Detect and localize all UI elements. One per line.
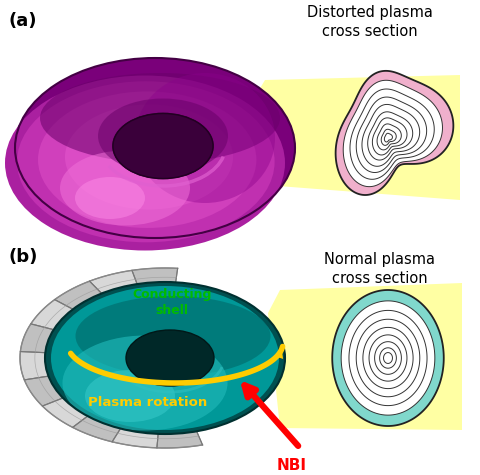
Ellipse shape [126,330,214,386]
Polygon shape [356,97,427,172]
Polygon shape [369,335,407,381]
Polygon shape [250,75,460,200]
Polygon shape [384,133,393,142]
Polygon shape [31,300,89,334]
Text: (a): (a) [8,12,36,30]
Polygon shape [55,281,113,318]
Text: NBI: NBI [277,458,307,473]
Polygon shape [112,416,159,448]
Polygon shape [380,348,396,368]
Ellipse shape [15,58,295,238]
Polygon shape [363,327,413,389]
Ellipse shape [65,104,233,209]
Ellipse shape [51,286,279,430]
Polygon shape [368,112,413,160]
Ellipse shape [62,335,228,430]
Polygon shape [374,342,401,374]
Polygon shape [343,80,443,187]
Ellipse shape [38,92,256,228]
Ellipse shape [75,296,271,376]
Text: (b): (b) [8,248,37,266]
Polygon shape [72,406,129,442]
Polygon shape [384,352,393,363]
Ellipse shape [135,73,275,203]
Polygon shape [332,290,444,426]
Polygon shape [268,283,462,430]
Text: Plasma rotation: Plasma rotation [88,396,208,408]
Polygon shape [90,270,142,305]
Polygon shape [42,391,101,428]
Ellipse shape [85,370,175,422]
Ellipse shape [113,114,213,179]
Polygon shape [349,310,427,406]
Polygon shape [24,373,81,406]
Polygon shape [372,118,407,155]
Polygon shape [381,129,396,145]
Polygon shape [20,324,72,353]
Text: Normal plasma
cross section: Normal plasma cross section [324,252,435,286]
Text: Distorted plasma
cross section: Distorted plasma cross section [307,5,433,39]
Ellipse shape [40,73,280,163]
Ellipse shape [45,282,285,434]
Ellipse shape [75,177,145,219]
Ellipse shape [98,98,228,173]
Ellipse shape [17,81,275,242]
Polygon shape [350,89,434,179]
Polygon shape [336,71,454,195]
Polygon shape [157,418,203,448]
Polygon shape [20,352,68,380]
Text: Conducting
shell: Conducting shell [132,288,212,317]
Ellipse shape [5,76,285,250]
Polygon shape [356,319,420,397]
Polygon shape [362,104,420,166]
Ellipse shape [113,114,213,179]
Polygon shape [341,301,435,415]
Polygon shape [132,268,178,298]
Polygon shape [377,124,401,150]
Ellipse shape [60,151,190,226]
